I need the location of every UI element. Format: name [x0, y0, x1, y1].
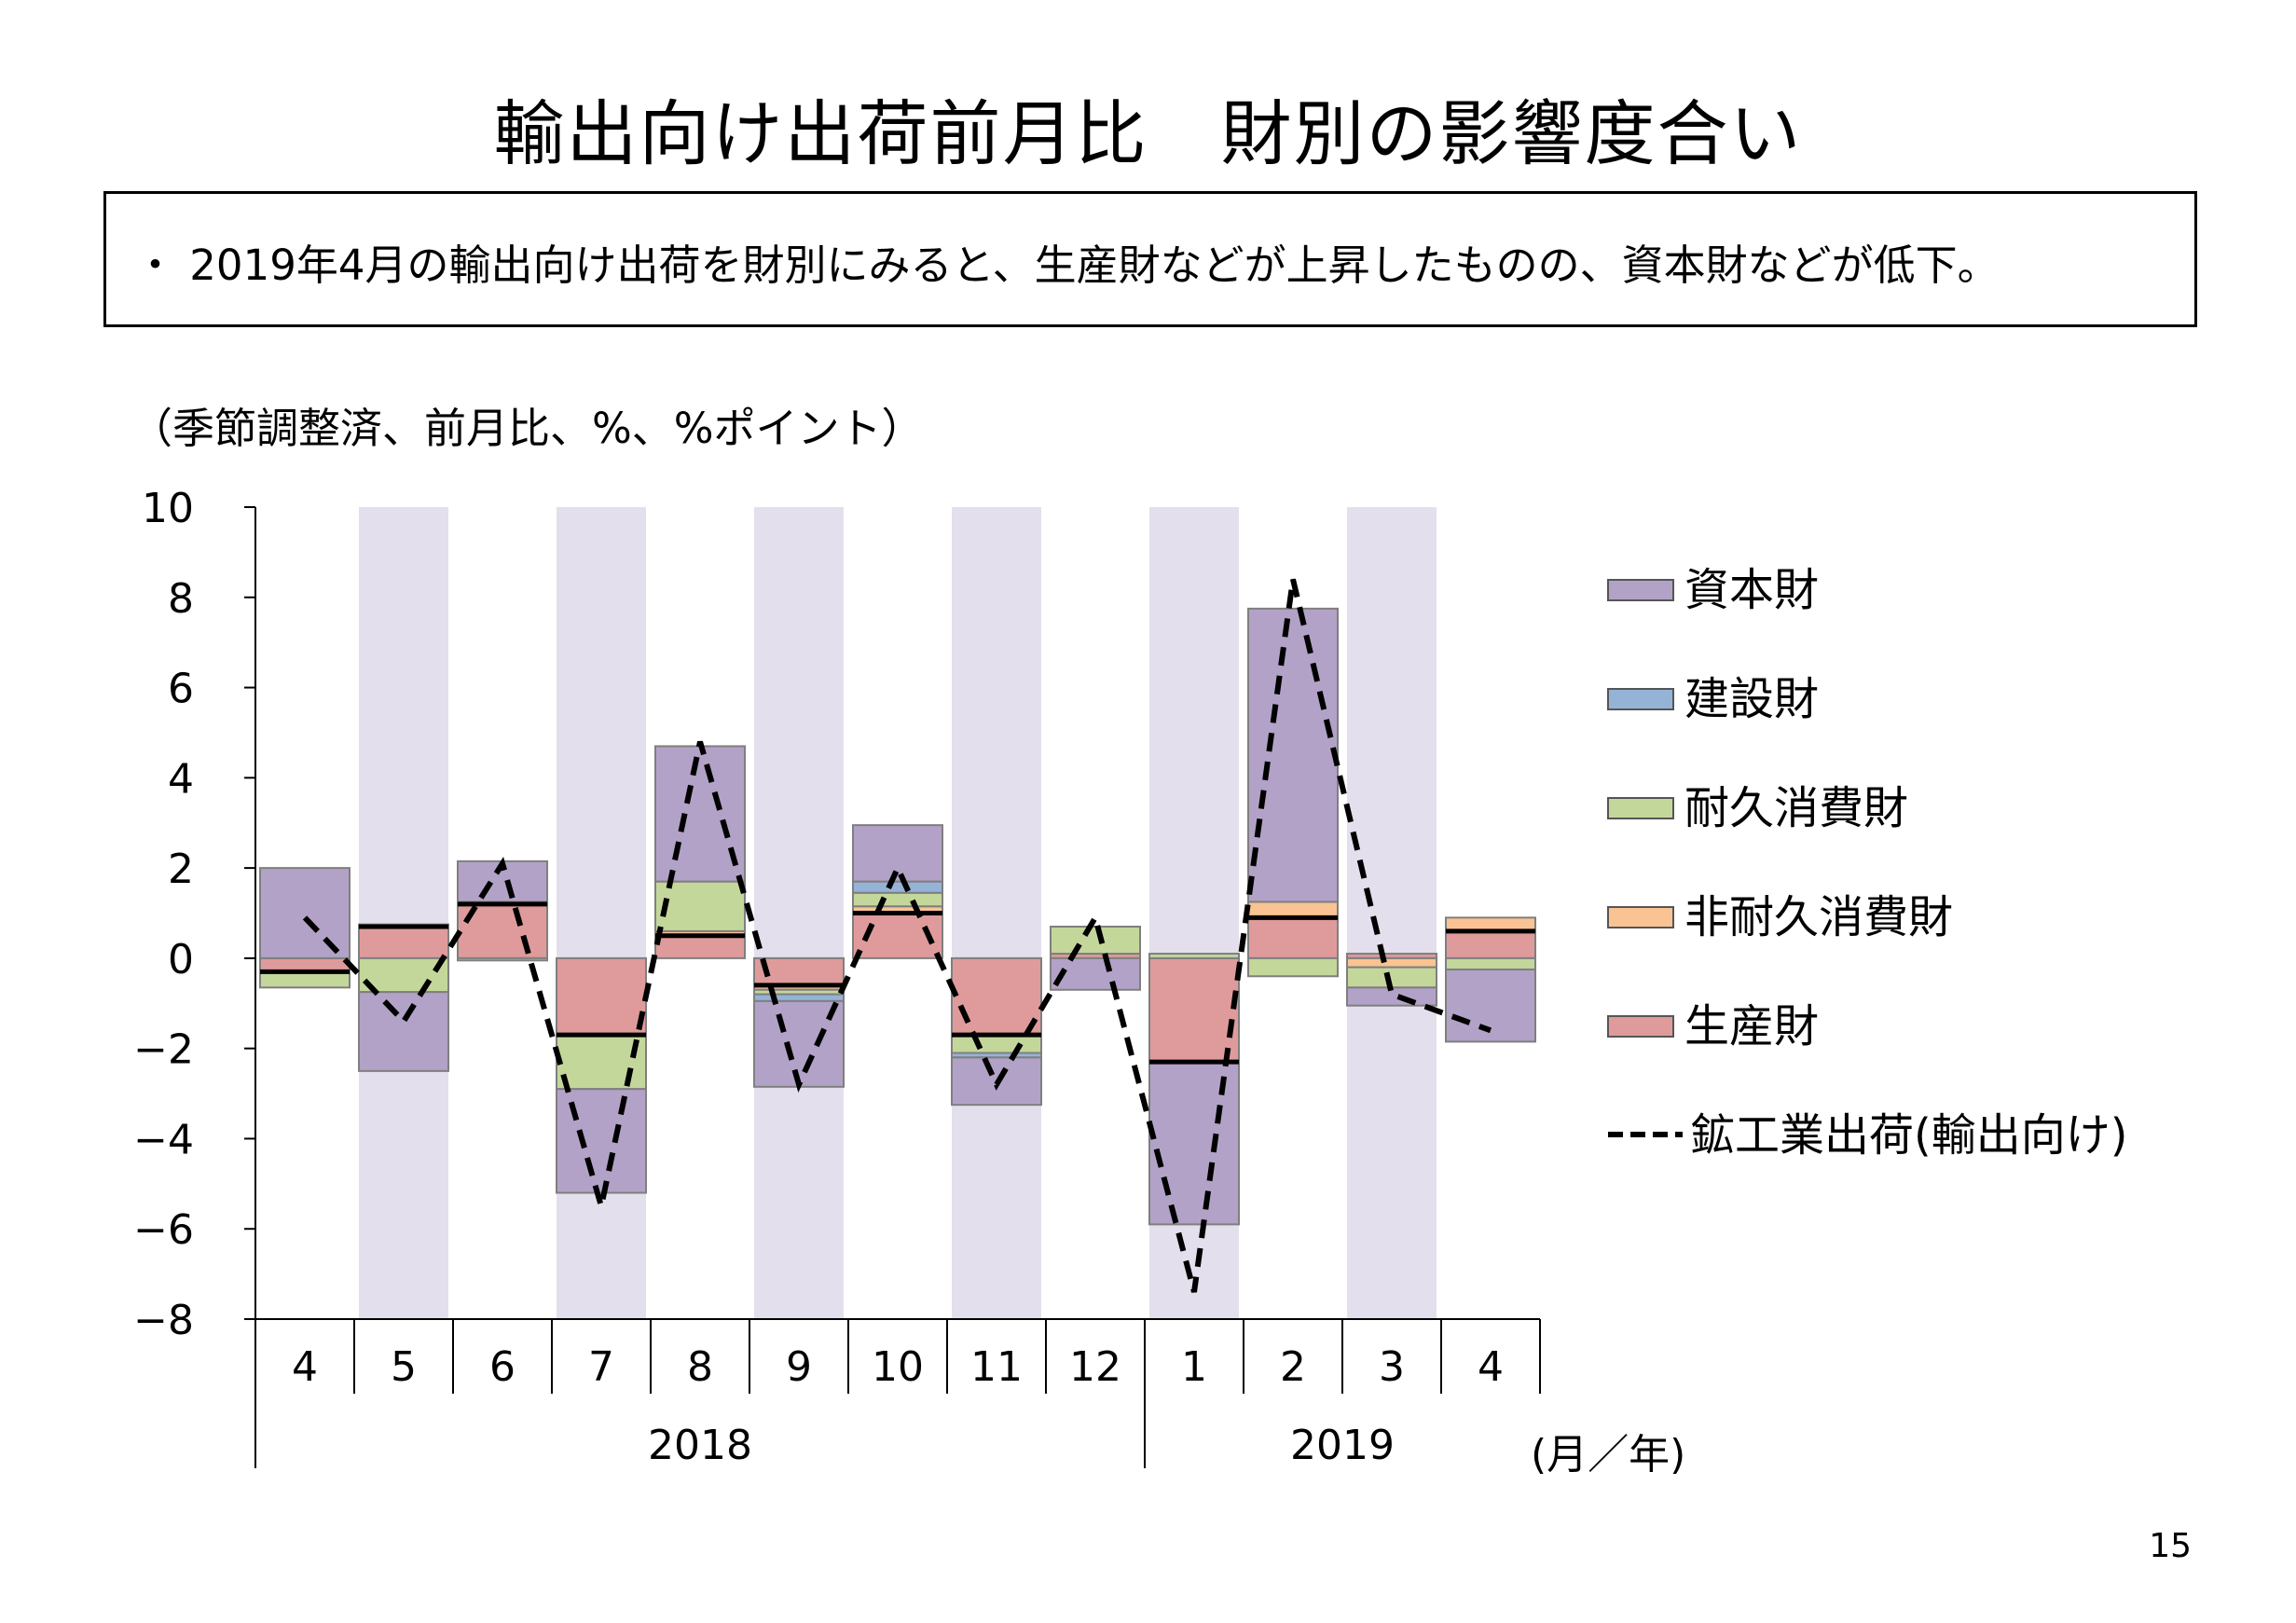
bar-segment-1 [1247, 916, 1339, 959]
bar-segment-2 [1247, 901, 1339, 919]
bar-segment-1 [951, 956, 1042, 1037]
unit-note: （季節調整済、前月比、%、%ポイント） [131, 404, 924, 453]
legend-label: 耐久消費財 [1684, 782, 1908, 834]
bar-segment-3 [556, 1034, 647, 1091]
y-tick-label: 2 [168, 846, 194, 893]
bar-segment-5 [358, 991, 449, 1072]
year-label: 2018 [648, 1422, 752, 1469]
x-tick-label: 6 [489, 1343, 516, 1391]
y-tick-label: −8 [133, 1297, 194, 1344]
legend-swatch [1607, 688, 1674, 710]
shaded-bands [359, 507, 1437, 1319]
bar-segment-3 [1445, 956, 1536, 970]
bar-segment-5 [1445, 968, 1536, 1043]
bar-segment-3 [654, 880, 746, 932]
bar-segment-1 [1445, 929, 1536, 959]
bar-segment-3 [852, 891, 943, 908]
bar-segment-2 [1346, 956, 1437, 969]
legend-swatch [1607, 797, 1674, 819]
shade-band [952, 507, 1041, 1319]
bar-segment-5 [654, 745, 746, 883]
bar-segment-3 [951, 1034, 1042, 1054]
bar-segment-4 [852, 880, 943, 894]
line-series-path [302, 578, 1492, 1293]
legend-label: 生産財 [1684, 1000, 1819, 1052]
x-tick-label: 10 [872, 1343, 924, 1391]
legend-swatch [1607, 579, 1674, 601]
x-tick-label: 5 [391, 1343, 417, 1391]
y-tick-label: 10 [142, 485, 194, 532]
y-tick-label: −4 [133, 1116, 194, 1163]
y-tick-label: −2 [133, 1026, 194, 1074]
legend-label: 資本財 [1684, 564, 1819, 616]
x-tick-label: 4 [1478, 1343, 1504, 1391]
bar-segment-3 [457, 956, 548, 962]
x-tick-label: 4 [292, 1343, 318, 1391]
x-tick-label: 12 [1069, 1343, 1121, 1391]
summary-text: ・ 2019年4月の輸出向け出荷を財別にみると、生産財などが上昇したものの、資本… [134, 241, 2000, 290]
bar-segment-4 [753, 993, 845, 1002]
legend-swatch [1607, 906, 1674, 928]
bar-segment-5 [1247, 607, 1339, 903]
page-number: 15 [2149, 1527, 2192, 1565]
x-tick-label: 3 [1379, 1343, 1405, 1391]
dashed-line-series [302, 578, 1492, 1293]
shade-band [754, 507, 844, 1319]
x-tick-label: 8 [687, 1343, 713, 1391]
bar-segment-1 [556, 956, 647, 1037]
x-tick-label: 2 [1280, 1343, 1306, 1391]
legend-swatch [1607, 1015, 1674, 1038]
bar-segment-5 [1050, 956, 1141, 991]
bar-segment-3 [1148, 953, 1240, 959]
x-tick-label: 11 [970, 1343, 1023, 1391]
y-tick-label: 8 [168, 575, 194, 623]
bar-segment-3 [259, 970, 351, 989]
legend-label: 建設財 [1684, 673, 1819, 725]
summary-box: ・ 2019年4月の輸出向け出荷を財別にみると、生産財などが上昇したものの、資本… [103, 191, 2197, 327]
shade-band [1347, 507, 1437, 1319]
year-label: 2019 [1290, 1422, 1395, 1469]
bar-segment-1 [654, 934, 746, 959]
bar-segment-1 [1148, 956, 1240, 1064]
legend-label: 非耐久消費財 [1684, 891, 1953, 943]
x-unit-label: (月／年) [1531, 1431, 1685, 1479]
y-tick-label: −6 [133, 1206, 194, 1254]
x-tick-label: 1 [1181, 1343, 1207, 1391]
y-tick-label: 4 [168, 755, 194, 803]
bar-segment-3 [1050, 926, 1141, 956]
page-title: 輸出向け出荷前月比 財別の影響度合い [493, 92, 1803, 175]
y-tick-label: 0 [168, 936, 194, 983]
bar-segment-5 [259, 867, 351, 959]
bar-segment-3 [1247, 956, 1339, 978]
shade-band [359, 507, 448, 1319]
x-tick-label: 9 [786, 1343, 812, 1391]
bar-segment-1 [358, 926, 449, 959]
legend-label: 鉱工業出荷(輸出向け) [1690, 1109, 2127, 1162]
y-tick-label: 6 [168, 666, 194, 713]
x-tick-label: 7 [588, 1343, 614, 1391]
bar-stacks [259, 607, 1536, 1226]
